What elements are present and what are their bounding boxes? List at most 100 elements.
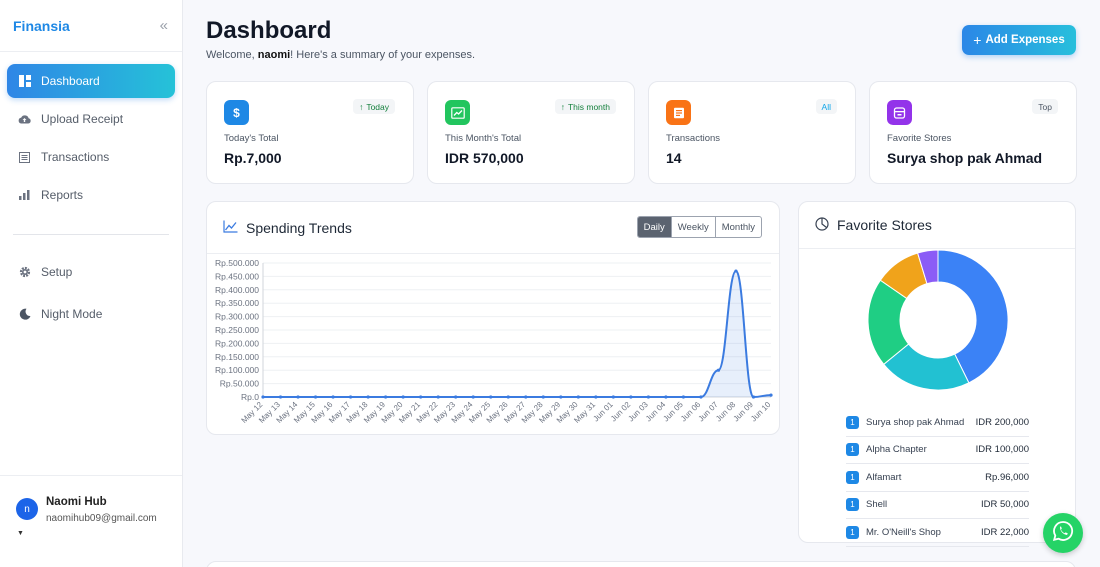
user-name: Naomi Hub [46, 496, 107, 508]
data-point [366, 395, 370, 399]
x-tick-label: Jun 10 [749, 400, 773, 424]
spending-trends-panel: Spending Trends Daily Weekly Monthly Rp.… [206, 201, 780, 435]
card-badge-all: All [815, 99, 837, 114]
store-amount: IDR 200,000 [975, 416, 1029, 428]
card-label: Transactions [666, 133, 721, 144]
dollar-icon: $ [224, 100, 249, 125]
store-name: Alfamart [866, 471, 902, 483]
data-point [313, 395, 318, 399]
data-point [296, 395, 300, 399]
store-amount: Rp.96,000 [985, 471, 1029, 483]
tab-weekly[interactable]: Weekly [670, 217, 715, 237]
avatar: n [16, 498, 38, 520]
data-point [524, 395, 528, 399]
data-point [384, 395, 388, 399]
card-label: Favorite Stores [887, 133, 952, 144]
data-point [454, 395, 458, 399]
tab-monthly[interactable]: Monthly [714, 217, 761, 237]
rank-badge: 1 [846, 525, 859, 539]
favorite-stores-panel: Favorite Stores 1 Surya shop pak Ahmad IDR… [798, 201, 1076, 547]
card-badge-label: All [821, 101, 831, 112]
card-value: Surya shop pak Ahmad [887, 150, 1043, 166]
rank-badge: 1 [846, 498, 859, 512]
bottom-panel [206, 561, 1076, 567]
month-total-card: ↑ This month This Month's Total IDR 570,0… [427, 81, 635, 184]
arrow-up-icon: ↑ [560, 101, 565, 112]
list-item[interactable]: 1 Alfamart Rp.96,000 [846, 464, 1029, 492]
sidebar-item-label: Transactions [41, 150, 110, 164]
card-badge-label: Top [1038, 101, 1052, 112]
sidebar-item-upload-receipt[interactable]: Upload Receipt [7, 102, 175, 136]
add-expenses-button[interactable]: + Add Expenses [962, 25, 1076, 55]
sidebar-divider [13, 234, 169, 235]
favorite-stores-list: 1 Surya shop pak Ahmad IDR 200,000 1 Alpha … [846, 409, 1029, 547]
y-tick-label: Rp.300.000 [215, 312, 259, 322]
card-label: Today's Total [224, 133, 279, 144]
user-email: naomihub09@gmail.com [46, 513, 157, 524]
sidebar-item-transactions[interactable]: Transactions [7, 140, 175, 174]
whatsapp-icon [1052, 520, 1074, 547]
donut-slice [917, 249, 939, 285]
sidebar-item-night-mode[interactable]: Night Mode [7, 295, 175, 333]
data-point [646, 395, 650, 399]
sidebar-item-reports[interactable]: Reports [7, 178, 175, 212]
sidebar: Finansia « Dashboard Upload Receipt Tran… [0, 0, 183, 567]
card-badge-top: Top [1032, 99, 1058, 114]
sidebar-item-label: Setup [41, 265, 73, 279]
card-badge-label: This month [567, 101, 610, 112]
data-point [419, 395, 423, 399]
card-badge-month: ↑ This month [554, 99, 616, 114]
data-point [348, 395, 353, 399]
collapse-sidebar-icon[interactable]: « [159, 17, 168, 34]
rank-badge: 1 [846, 443, 859, 457]
data-point [594, 395, 598, 399]
data-point [629, 395, 633, 399]
whatsapp-button[interactable] [1043, 513, 1083, 553]
store-name: Surya shop pak Ahmad [866, 416, 965, 428]
list-item[interactable]: 1 Shell IDR 50,000 [846, 492, 1029, 519]
data-point [401, 395, 405, 399]
data-point [716, 368, 721, 372]
list-item[interactable]: 1 Surya shop pak Ahmad IDR 200,000 [846, 409, 1029, 437]
list-item[interactable]: 1 Mr. O'Neill's Shop IDR 22,000 [846, 519, 1029, 547]
list-item[interactable]: 1 Alpha Chapter IDR 100,000 [846, 437, 1029, 464]
cloud-upload-icon [18, 113, 31, 126]
data-point [541, 395, 545, 399]
donut-slice [937, 249, 1009, 384]
data-point [436, 395, 440, 399]
sidebar-item-dashboard[interactable]: Dashboard [7, 64, 175, 98]
data-point [506, 395, 510, 399]
welcome-username: naomi [257, 49, 291, 61]
favorite-stores-donut-chart [867, 249, 1009, 391]
data-point [576, 395, 580, 399]
brand-logo[interactable]: Finansia [13, 17, 70, 34]
y-tick-label: Rp.350.000 [215, 298, 259, 308]
store-amount: IDR 100,000 [975, 444, 1029, 456]
data-point [664, 395, 668, 399]
add-expenses-label: Add Expenses [985, 34, 1065, 46]
caret-down-icon[interactable]: ▼ [17, 530, 24, 537]
data-point [278, 395, 283, 399]
store-amount: IDR 50,000 [980, 499, 1029, 511]
data-point [559, 395, 563, 399]
card-label: This Month's Total [445, 133, 522, 144]
y-tick-label: Rp.0 [241, 392, 259, 402]
user-profile[interactable]: n Naomi Hub naomihub09@gmail.com ▼ [0, 475, 182, 567]
series-area [263, 271, 771, 397]
y-tick-label: Rp.500.000 [215, 258, 259, 268]
data-point [611, 395, 615, 399]
y-tick-label: Rp.250.000 [215, 325, 259, 335]
welcome-suffix: ! Here's a summary of your expenses. [290, 49, 476, 61]
welcome-prefix: Welcome, [206, 49, 258, 61]
favorite-store-card: Top Favorite Stores Surya shop pak Ahmad [869, 81, 1077, 184]
store-name: Alpha Chapter [866, 444, 927, 456]
trending-up-icon [445, 100, 470, 125]
data-point [261, 395, 265, 399]
rank-badge: 1 [846, 415, 859, 429]
y-tick-label: Rp.450.000 [215, 271, 259, 281]
tab-daily[interactable]: Daily [637, 217, 671, 237]
card-badge-today: ↑ Today [353, 99, 395, 114]
sidebar-item-setup[interactable]: Setup [7, 253, 175, 291]
data-point [751, 395, 756, 399]
sidebar-nav: Dashboard Upload Receipt Transactions Re… [0, 52, 182, 333]
